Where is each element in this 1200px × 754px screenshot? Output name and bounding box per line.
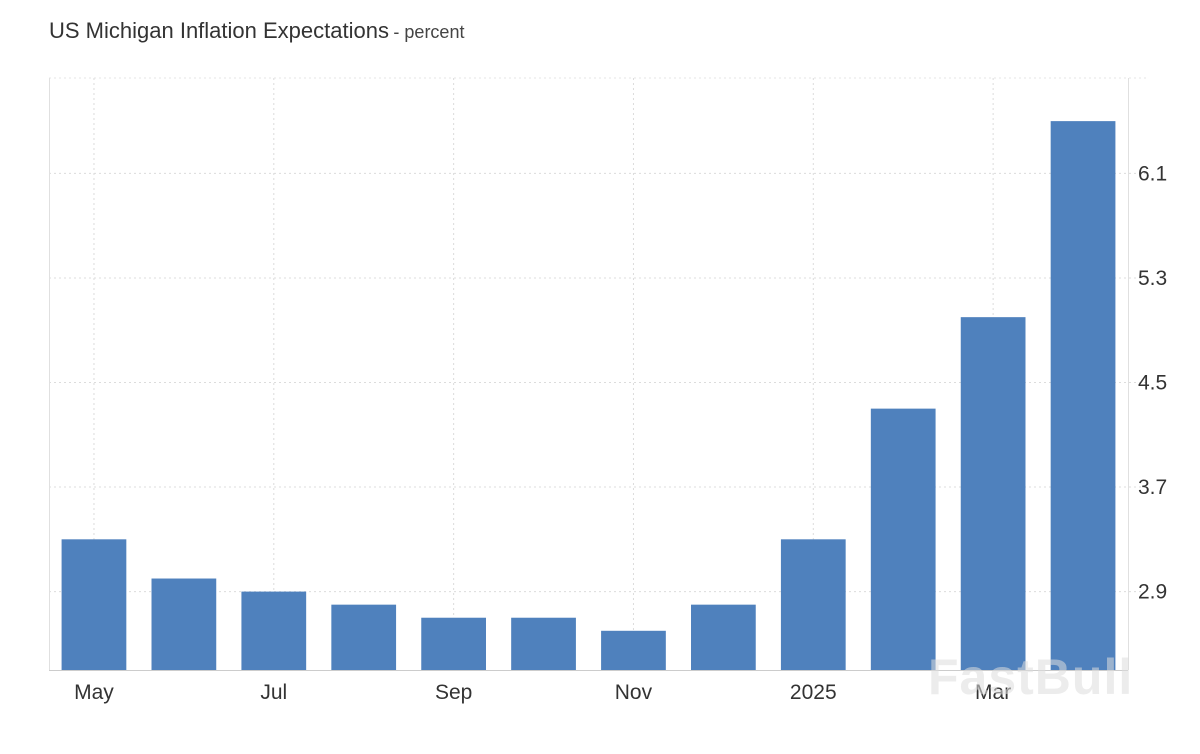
x-tick-label: Sep [435,681,472,704]
x-tick-label: May [74,681,114,704]
y-tick-label: 6.1 [1138,162,1167,185]
bar-2024-12[interactable] [691,604,756,670]
bar-2024-11[interactable] [601,630,666,670]
bar-2024-06[interactable] [151,578,217,670]
bar-2025-03[interactable] [960,317,1026,670]
chart-title-block: US Michigan Inflation Expectations - per… [49,18,464,44]
watermark-logo: FastBull [928,649,1134,705]
x-tick-label: Mar [975,681,1011,704]
bar-2024-10[interactable] [511,617,576,670]
x-tick-label: Nov [615,681,653,704]
y-tick-label: 4.5 [1138,371,1167,394]
x-tick-label: 2025 [790,681,837,704]
bar-2024-08[interactable] [331,604,397,670]
bar-2025-04[interactable] [1050,121,1116,670]
axes [49,78,1129,671]
bars [61,121,1116,670]
chart-unit: - percent [393,22,465,42]
bar-2024-07[interactable] [241,591,307,670]
y-tick-label: 2.9 [1138,581,1167,604]
y-tick-label: 3.7 [1138,476,1167,499]
bar-2024-09[interactable] [421,617,486,670]
bar-2024-05[interactable] [61,539,127,670]
y-tick-label: 5.3 [1138,267,1167,290]
bar-2025-02[interactable] [870,408,936,670]
x-tick-labels: May Jul Sep Nov 2025 Mar [74,681,1011,704]
bar-2025-01[interactable] [780,539,846,670]
x-tick-label: Jul [260,681,287,704]
chart-title: US Michigan Inflation Expectations [49,18,389,43]
y-tick-labels: 2.9 3.7 4.5 5.3 6.1 [1138,162,1167,603]
